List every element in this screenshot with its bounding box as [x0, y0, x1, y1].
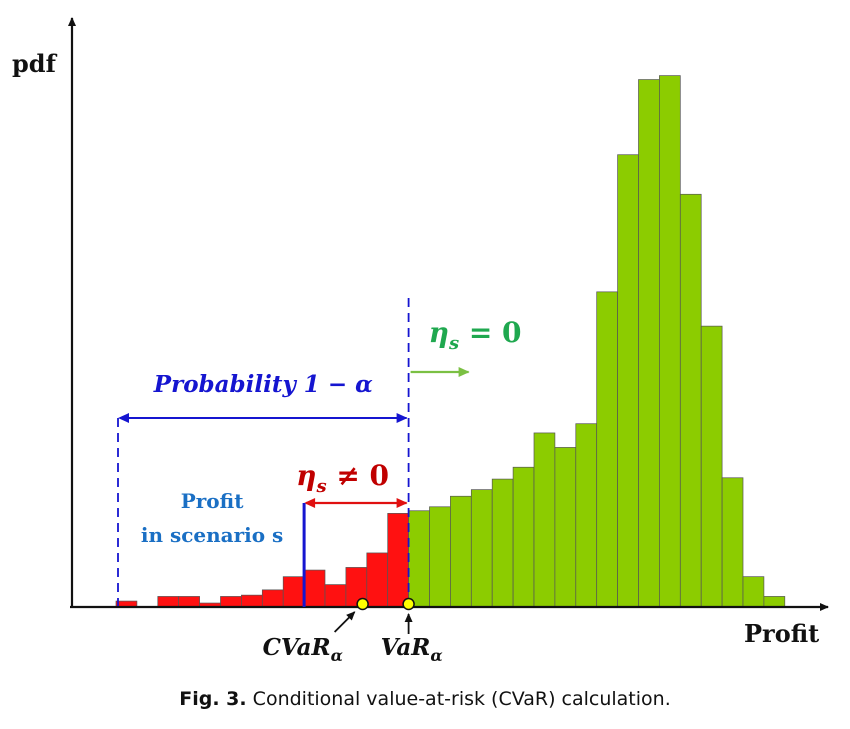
tail-bar-3	[157, 596, 180, 608]
body-bar-7	[533, 432, 556, 608]
body-bar-2	[429, 506, 451, 608]
figure-caption-text: Conditional value-at-risk (CVaR) calcula…	[252, 688, 671, 710]
body-bar-5	[491, 478, 514, 608]
tail-bars	[115, 513, 409, 608]
eta-nonzero-label: ηs ≠ 0	[296, 459, 389, 497]
probability-label: Probability 1 − α	[153, 371, 373, 398]
cvar-chart: pdf Profit Probability 1 − α ηs ≠ 0 ηs =…	[12, 17, 829, 665]
body-bars	[408, 75, 786, 608]
body-bar-11	[617, 154, 639, 608]
tail-bar-6	[220, 596, 242, 608]
body-bar-12	[638, 79, 660, 608]
body-bar-1	[408, 510, 430, 608]
cvar-label: CVaRα	[263, 634, 343, 665]
cvar-pointer	[333, 611, 356, 633]
body-bar-6	[512, 466, 535, 608]
tail-bar-8	[261, 589, 284, 608]
tail-bar-7	[241, 594, 263, 608]
cvar-marker	[356, 597, 369, 611]
tail-bar-10	[303, 569, 326, 608]
body-bar-14	[679, 193, 702, 608]
scenario-label-line1: Profit	[181, 489, 244, 513]
body-bar-3	[450, 495, 472, 608]
tail-bar-4	[178, 596, 200, 608]
body-bar-18	[763, 596, 786, 608]
var-marker	[402, 597, 415, 611]
tail-bar-14	[387, 513, 409, 608]
y-axis-label: pdf	[12, 49, 58, 78]
tail-bar-9	[282, 576, 305, 608]
body-bar-9	[575, 423, 598, 608]
body-bar-4	[470, 489, 493, 608]
figure-number: Fig. 3.	[179, 688, 247, 710]
body-bar-17	[742, 576, 765, 608]
tail-bar-13	[366, 552, 389, 608]
scenario-label-line2: in scenario s	[141, 523, 283, 547]
x-axis-label: Profit	[744, 619, 819, 648]
figure-caption: Fig. 3. Conditional value-at-risk (CVaR)…	[0, 688, 850, 710]
body-bar-13	[659, 75, 681, 608]
eta-zero-label: ηs = 0	[429, 316, 522, 354]
body-bar-16	[721, 477, 744, 608]
body-bar-15	[700, 325, 723, 608]
body-bar-10	[596, 291, 618, 608]
body-bar-8	[554, 447, 577, 608]
var-label: VaRα	[381, 634, 443, 665]
tail-bar-11	[324, 584, 347, 608]
